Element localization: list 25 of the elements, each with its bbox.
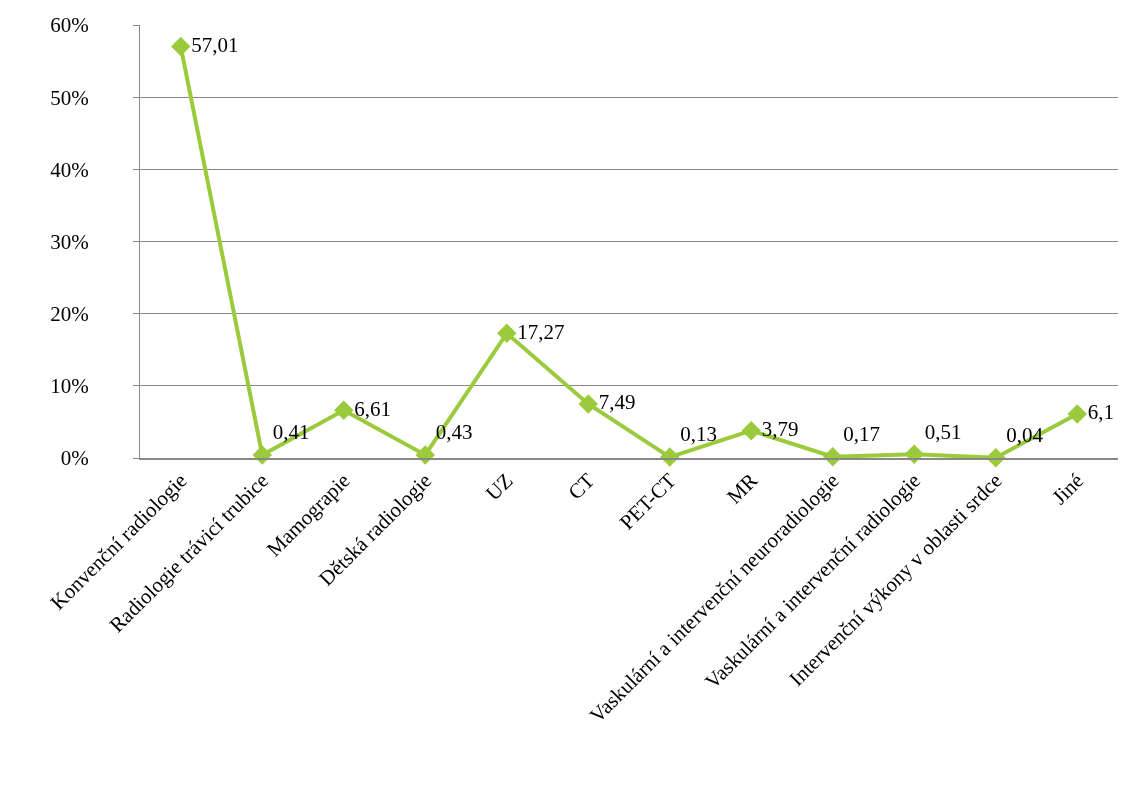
point <box>1067 404 1087 424</box>
data-label: 6,61 <box>354 396 391 421</box>
point <box>171 36 191 57</box>
y-tick-label: 10% <box>50 374 89 399</box>
data-label: 0,13 <box>680 422 717 447</box>
y-tick-label: 0% <box>60 446 89 471</box>
x-tick-label: CT <box>563 468 600 505</box>
point <box>334 400 354 421</box>
data-label: 0,17 <box>843 422 880 447</box>
point <box>497 323 517 344</box>
data-label: 3,79 <box>761 416 799 441</box>
x-tick-label: Jiné <box>1047 468 1089 510</box>
data-label: 7,49 <box>598 390 636 415</box>
y-tick-label: 50% <box>50 85 89 110</box>
y-tick-label: 20% <box>50 302 89 327</box>
y-tick-label: 40% <box>50 157 89 182</box>
point <box>741 420 761 441</box>
data-label: 0,51 <box>924 419 962 444</box>
point <box>578 394 598 414</box>
data-label: 17,27 <box>517 319 565 344</box>
y-tick-label: 60% <box>50 13 89 38</box>
data-label: 6,1 <box>1087 400 1114 425</box>
data-label: 57,01 <box>191 32 239 57</box>
y-tick-label: 30% <box>50 229 89 254</box>
x-tick-label: UZ <box>480 468 518 506</box>
